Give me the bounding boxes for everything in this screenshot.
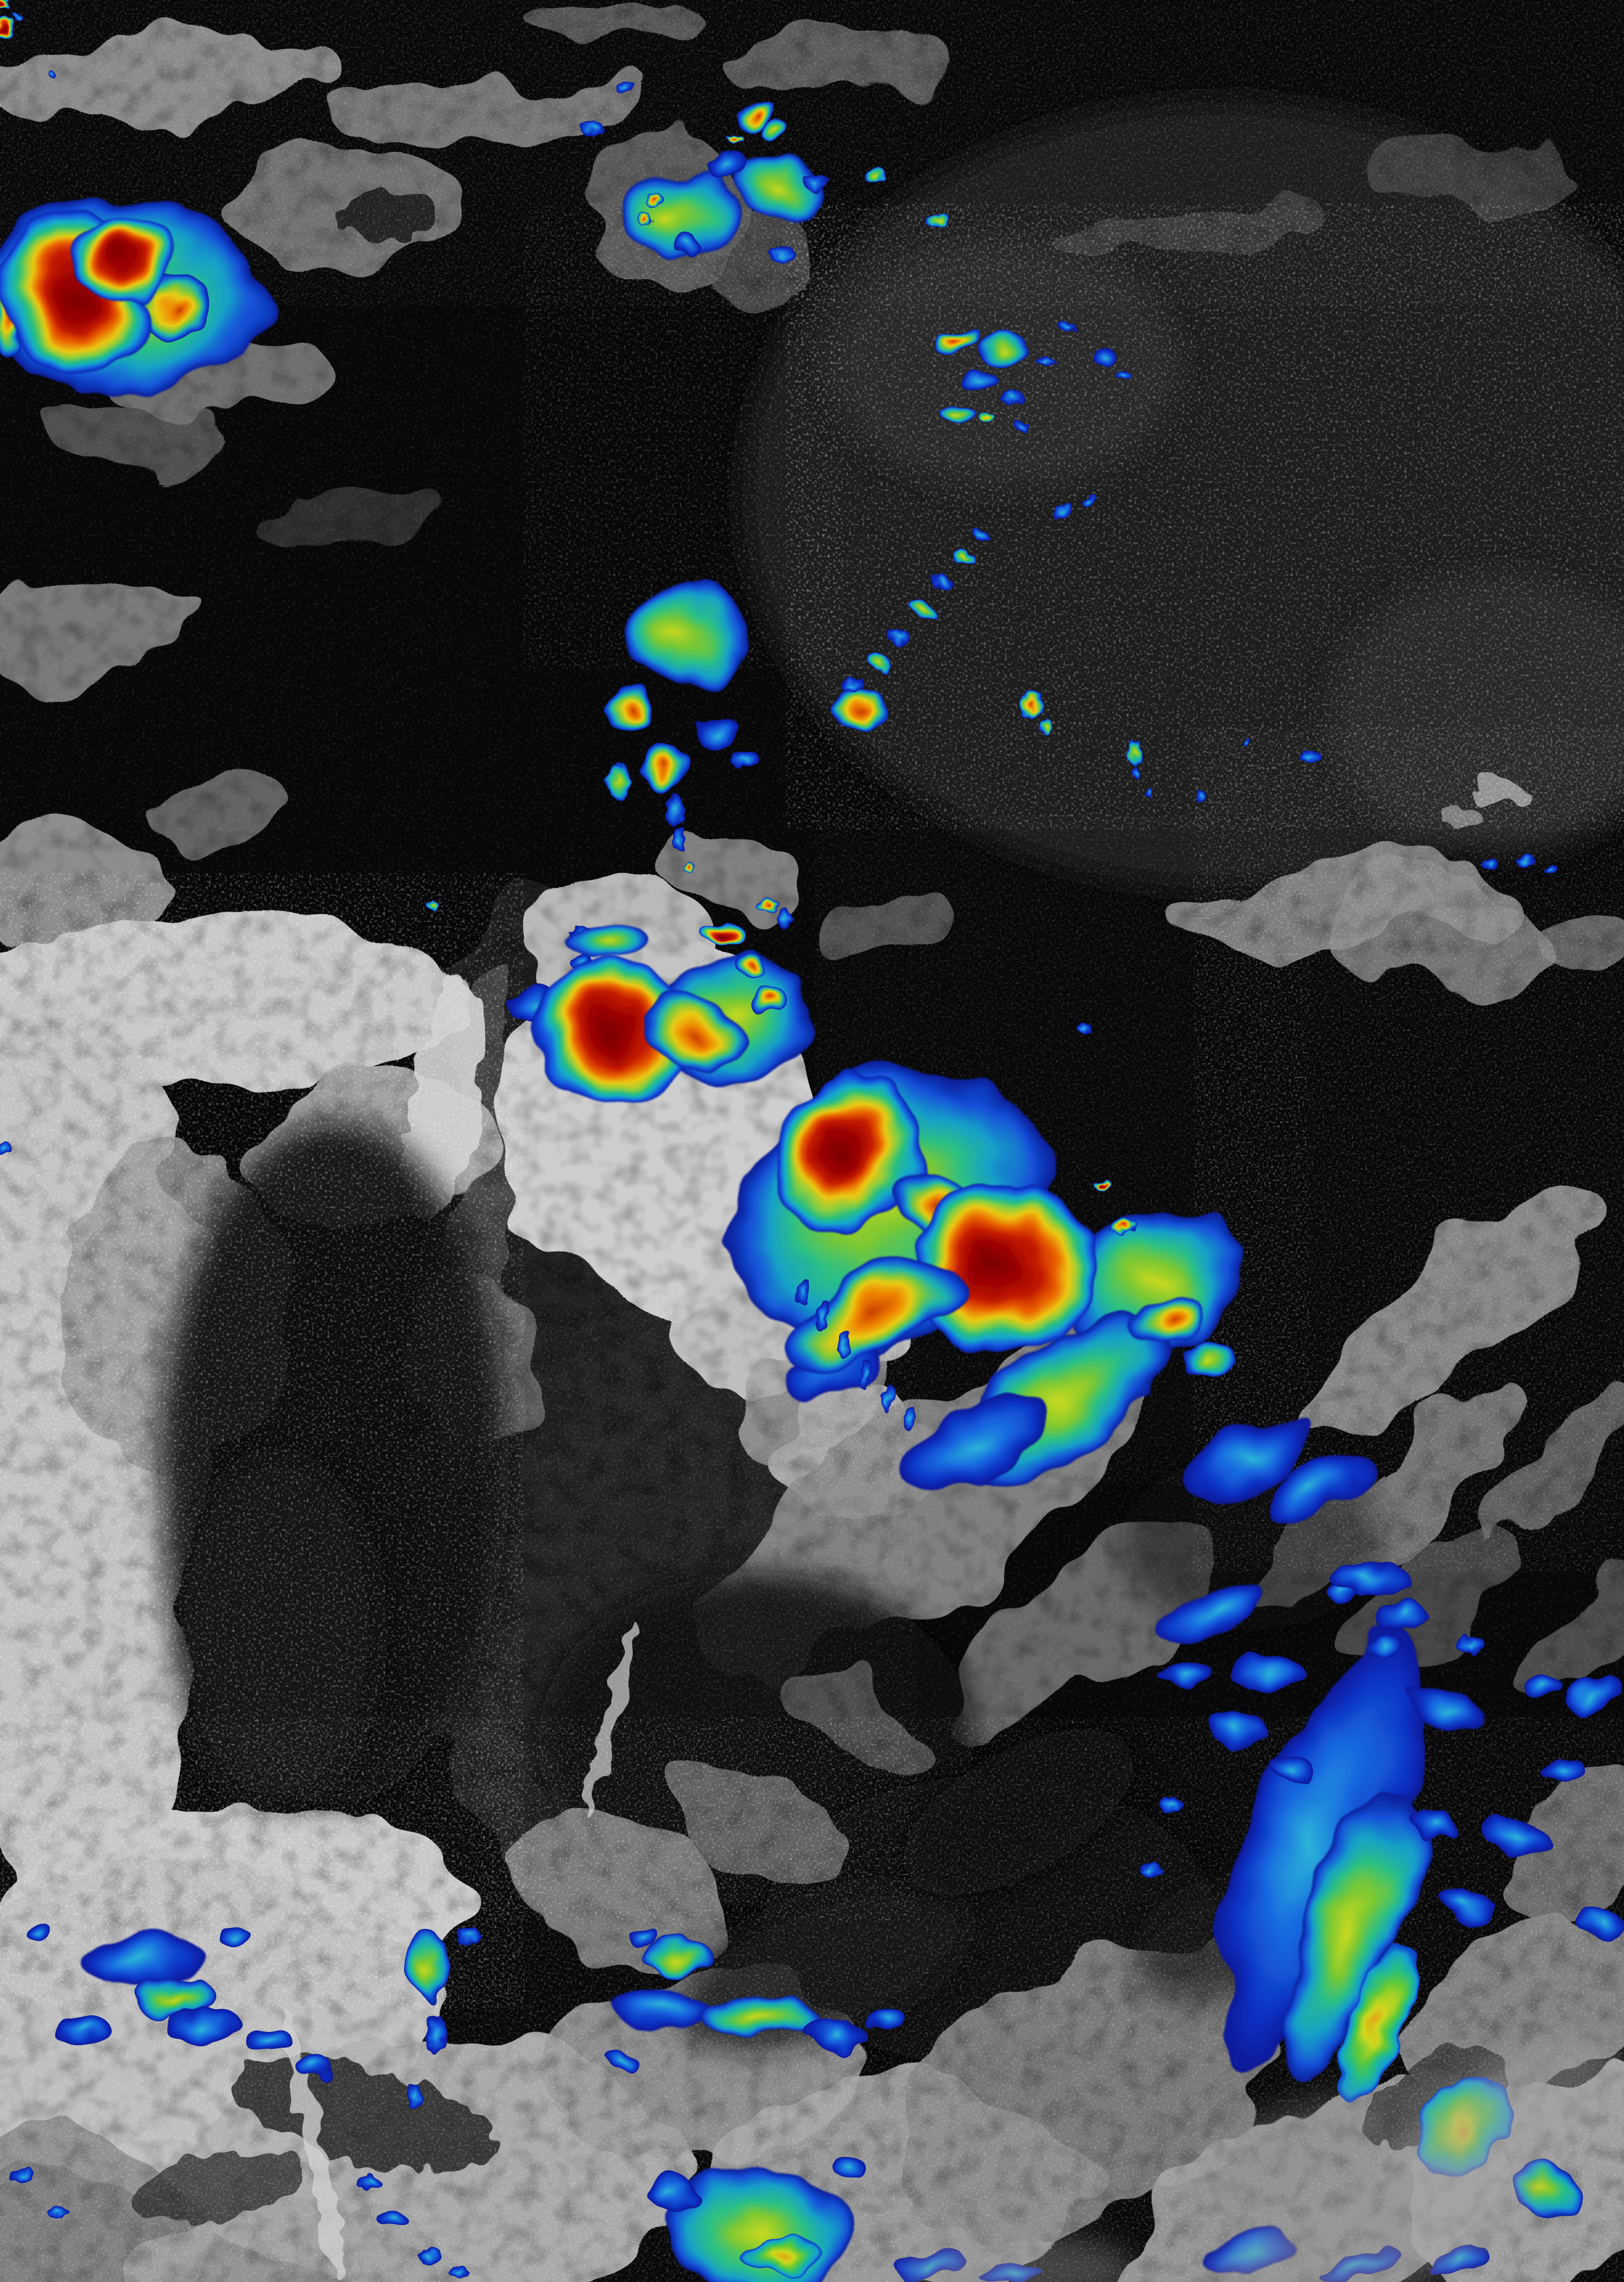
convective-cell-blue: [963, 372, 992, 390]
convective-cell-blue: [1058, 321, 1076, 333]
convective-cell-blue: [1543, 864, 1557, 873]
convective-cell-cool: [1128, 738, 1143, 767]
convective-cell-blue: [581, 120, 607, 135]
convective-cell-blue: [1332, 1561, 1405, 1596]
convective-cell-blue: [1145, 787, 1154, 799]
convective-cell-warm: [758, 898, 778, 913]
convective-cell-blue: [427, 2016, 447, 2053]
convective-cell-blue: [835, 2157, 867, 2174]
convective-cell-blue: [215, 1927, 250, 1944]
convective-cell-warm: [1110, 1217, 1136, 1234]
convective-cell-cool: [865, 169, 888, 183]
convective-cell-blue: [1013, 420, 1030, 432]
convective-cell-cool: [758, 124, 787, 141]
convective-cell-blue: [10, 2169, 33, 2183]
convective-cell-blue: [1158, 1796, 1185, 1813]
convective-cell-blue: [732, 751, 758, 769]
convective-cell-blue: [406, 2083, 424, 2109]
convective-cell-blue: [1036, 355, 1056, 367]
convective-cell-blue: [672, 239, 701, 256]
convective-cell-blue: [1116, 371, 1131, 380]
convective-cell-blue: [1196, 790, 1207, 801]
convective-cell-blue: [645, 2179, 700, 2211]
convective-cell-blue: [803, 175, 827, 192]
convective-cell-blue: [1161, 1659, 1211, 1688]
convective-cell-cool: [976, 332, 1026, 367]
convective-cell-blue: [1132, 767, 1141, 781]
convective-cell-warm: [727, 134, 742, 142]
convective-cell-warm: [684, 861, 696, 873]
convective-cell-blue: [1243, 738, 1251, 746]
convective-cell-blue: [167, 2009, 240, 2043]
convective-cell-blue: [456, 1927, 482, 1944]
convective-cell-warm: [748, 987, 792, 1016]
convective-cell-warm: [645, 193, 665, 208]
convective-cell-blue: [768, 247, 795, 262]
convective-cell-blue: [1366, 1634, 1398, 1655]
convective-cell-cool: [427, 900, 441, 911]
convective-cell-blue: [48, 2206, 69, 2218]
convective-cell-blue: [610, 2051, 642, 2068]
convective-cell-blue: [671, 830, 686, 850]
convective-cell-blue: [301, 2057, 333, 2077]
convective-cell-blue: [11, 13, 20, 19]
satellite-weather-image: [0, 0, 1624, 2282]
convective-cell-blue: [1524, 1677, 1561, 1700]
convective-cell-blue: [805, 2020, 868, 2049]
convective-cell-cool: [562, 920, 655, 966]
convective-cell-band: [745, 2232, 821, 2276]
convective-cell-blue: [377, 2211, 409, 2228]
satellite-image-canvas: [0, 0, 1624, 2282]
convective-cell-blue: [57, 2016, 112, 2045]
convective-cell-cool: [927, 212, 950, 227]
convective-cell-blue: [1298, 751, 1321, 762]
convective-cell-blue: [1090, 346, 1122, 364]
convective-cell-blue: [1138, 1863, 1161, 1878]
convective-cell-blue: [358, 2176, 384, 2191]
convective-cell-blue: [48, 71, 57, 80]
convective-cell-warm: [834, 688, 889, 732]
convective-cell-warm: [636, 214, 654, 225]
convective-cell-blue: [617, 81, 635, 93]
convective-cell-cool: [696, 2004, 818, 2048]
convective-cell-blue: [1457, 1636, 1483, 1653]
convective-cell-blue: [621, 1925, 659, 1946]
convective-cell-blue: [25, 1925, 57, 1946]
convective-cell-blue: [667, 793, 684, 825]
convective-cell-blue: [448, 2266, 468, 2278]
convective-cell-blue: [840, 677, 863, 691]
convective-cell-cool: [945, 403, 979, 420]
convective-cell-band: [979, 412, 994, 420]
convective-cell-warm: [730, 953, 765, 977]
convective-cell-cool: [406, 1930, 447, 2006]
convective-cell-blue: [777, 908, 792, 929]
convective-cell-warm: [639, 747, 691, 791]
convective-cell-blue: [1378, 1601, 1430, 1630]
convective-cell-cool: [607, 762, 630, 800]
convective-cell-blue: [1483, 859, 1501, 870]
convective-cell-blue: [866, 2013, 904, 2033]
convective-cell-hot: [703, 918, 744, 944]
convective-cell-blue: [1076, 1021, 1093, 1033]
convective-cell-blue: [244, 2029, 294, 2055]
convective-cell-blue: [1000, 390, 1023, 405]
convective-cell-blue: [1515, 856, 1535, 867]
convective-cell-warm: [1020, 690, 1044, 719]
convective-cell-warm: [605, 688, 655, 732]
convective-cell-hot: [1093, 1181, 1110, 1192]
convective-cell-blue: [416, 2249, 442, 2263]
convective-cell-blue: [703, 151, 737, 175]
convective-cell-cool: [1040, 722, 1052, 737]
